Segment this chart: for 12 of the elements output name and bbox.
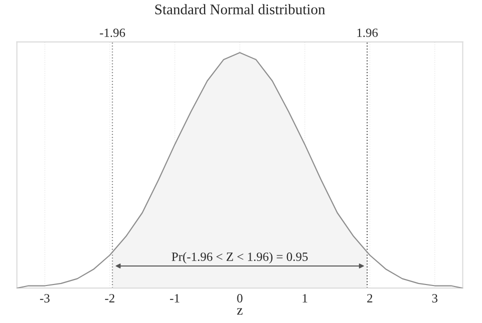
x-tick-label: 2 (367, 294, 372, 302)
x-axis-title: z (237, 308, 242, 315)
x-tick-label: 0 (237, 294, 242, 302)
x-tick-label: -3 (40, 294, 50, 302)
ref-line-label: 1.96 (357, 28, 378, 38)
x-tick-label: -1 (170, 294, 180, 302)
ref-line-label: -1.96 (100, 28, 126, 38)
chart-title: Standard Normal distribution (155, 4, 326, 14)
x-tick-label: -2 (105, 294, 114, 302)
annotation: Pr(-1.96 < Z < 1.96) = 0.95 (172, 252, 308, 264)
x-tick-label: 1 (302, 294, 308, 302)
x-tick-label: 3 (432, 294, 438, 302)
